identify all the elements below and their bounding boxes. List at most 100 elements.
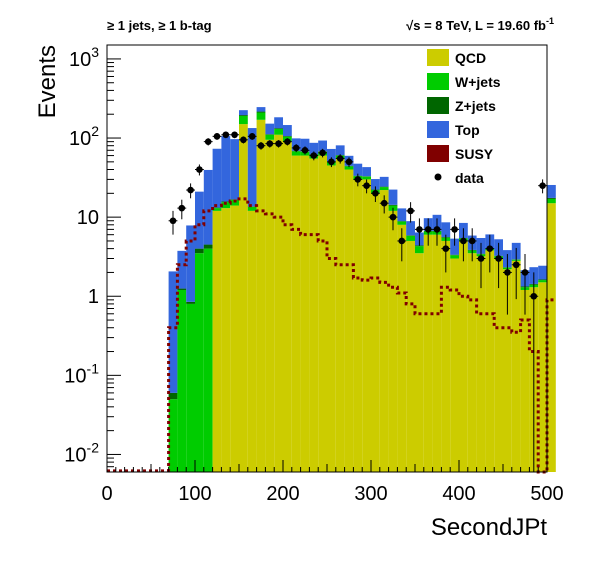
legend-label-5: data <box>455 170 484 186</box>
legend-swatch-0 <box>427 49 449 66</box>
data-point-32 <box>451 226 458 233</box>
bar-qcd-22 <box>362 179 371 472</box>
bar-qcd-7 <box>230 205 239 472</box>
bar-top-2 <box>186 225 195 302</box>
bar-qcd-40 <box>520 289 530 472</box>
bar-qcd-26 <box>397 224 407 472</box>
bar-qcd-30 <box>432 234 442 472</box>
bar-z-jets-42 <box>538 279 547 281</box>
data-point-15 <box>301 146 309 154</box>
data-point-31 <box>442 245 450 252</box>
plot-area <box>107 107 556 474</box>
x-axis-label: SecondJPt <box>431 514 547 541</box>
legend-label-1: W+jets <box>455 74 501 90</box>
bar-w-jets-14 <box>291 151 301 156</box>
data-point-3 <box>196 166 203 173</box>
data-point-8 <box>240 136 247 144</box>
bar-z-jets-28 <box>415 245 424 247</box>
data-point-29 <box>424 226 432 233</box>
bar-top-9 <box>247 128 257 207</box>
bar-qcd-9 <box>247 210 257 472</box>
data-point-40 <box>521 269 529 276</box>
bar-w-jets-1 <box>177 289 187 472</box>
bar-qcd-27 <box>406 240 415 472</box>
data-point-4 <box>204 138 212 145</box>
chart-title-right: √s = 8 TeV, L = 19.60 fb-1 <box>406 16 554 33</box>
data-point-39 <box>512 261 520 269</box>
bar-top-13 <box>283 125 292 137</box>
bar-top-22 <box>362 167 371 177</box>
bar-top-25 <box>388 189 398 205</box>
data-point-1 <box>178 204 186 212</box>
bar-w-jets-3 <box>195 253 204 472</box>
bar-qcd-35 <box>476 256 486 472</box>
y-tick-base-5: 10 <box>69 49 91 71</box>
bar-w-jets-22 <box>362 176 371 180</box>
bar-w-jets-6 <box>221 202 231 209</box>
data-point-17 <box>319 149 326 157</box>
bar-qcd-34 <box>467 253 477 472</box>
data-point-9 <box>248 133 256 140</box>
bar-top-4 <box>203 169 213 245</box>
bar-top-31 <box>441 222 451 238</box>
y-tick-label-5: 103 <box>69 44 99 71</box>
bar-z-jets-25 <box>388 204 398 206</box>
data-point-27 <box>407 207 414 215</box>
data-point-21 <box>354 176 362 183</box>
legend-label-3: Top <box>455 122 480 138</box>
bar-z-jets-2 <box>186 301 195 304</box>
bar-top-24 <box>379 176 389 187</box>
data-point-24 <box>380 199 388 207</box>
x-tick-label-500: 500 <box>530 483 563 505</box>
bar-top-26 <box>397 208 407 222</box>
legend-label-0: QCD <box>455 50 486 66</box>
bar-z-jets-13 <box>283 136 292 137</box>
bar-qcd-24 <box>379 190 389 473</box>
data-point-18 <box>328 158 335 166</box>
bar-w-jets-26 <box>397 221 407 225</box>
y-axis-label: Events <box>34 45 61 118</box>
bar-z-jets-9 <box>247 206 257 207</box>
bar-qcd-17 <box>318 155 327 472</box>
y-tick-exp-1: -1 <box>87 360 100 376</box>
bar-qcd-10 <box>256 119 266 473</box>
bar-qcd-32 <box>450 258 459 472</box>
bar-qcd-23 <box>371 193 380 472</box>
y-tick-label-0: 10-2 <box>64 439 99 466</box>
bar-qcd-14 <box>291 155 301 472</box>
bar-qcd-8 <box>239 124 248 472</box>
data-point-36 <box>486 245 494 252</box>
data-point-33 <box>460 237 467 245</box>
bar-w-jets-42 <box>538 280 547 283</box>
data-point-41 <box>530 292 538 300</box>
bar-top-12 <box>274 117 283 129</box>
bar-w-jets-4 <box>203 248 213 472</box>
bar-qcd-21 <box>353 179 363 472</box>
data-point-13 <box>284 138 291 145</box>
bar-qcd-11 <box>265 139 275 473</box>
bar-qcd-36 <box>485 250 495 472</box>
legend-swatch-1 <box>427 73 449 90</box>
x-axis: 0 100 200 300 400 500 <box>101 460 564 505</box>
bar-top-11 <box>265 123 275 135</box>
bar-top-32 <box>450 238 459 255</box>
bar-qcd-12 <box>274 134 283 473</box>
bar-z-jets-43 <box>547 197 556 199</box>
y-tick-exp-4: 2 <box>91 123 99 139</box>
bar-w-jets-8 <box>239 115 248 125</box>
bar-top-0 <box>168 271 178 393</box>
legend-swatch-3 <box>427 121 449 138</box>
title-right-main: √s = 8 TeV, L = 19.60 fb <box>406 18 546 33</box>
bar-qcd-39 <box>511 260 521 472</box>
bar-z-jets-0 <box>168 392 178 400</box>
bar-qcd-29 <box>423 234 433 472</box>
bar-w-jets-10 <box>256 112 266 120</box>
bar-z-jets-10 <box>256 111 266 113</box>
bar-top-5 <box>212 148 222 208</box>
data-point-26 <box>398 237 406 245</box>
bar-top-23 <box>371 179 380 190</box>
data-point-19 <box>336 155 344 162</box>
bar-w-jets-7 <box>230 199 239 206</box>
data-point-22 <box>363 182 370 189</box>
bar-qcd-19 <box>335 158 345 472</box>
